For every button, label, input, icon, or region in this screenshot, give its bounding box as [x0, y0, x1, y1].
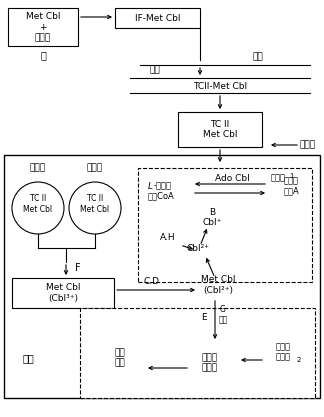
FancyBboxPatch shape [8, 8, 78, 46]
Text: 1: 1 [289, 173, 294, 179]
Text: 胃: 胃 [40, 50, 46, 60]
Text: 二酸CoA: 二酸CoA [148, 191, 175, 201]
Text: 甲硫氨
酸合酶: 甲硫氨 酸合酶 [202, 353, 218, 373]
Text: E: E [201, 314, 207, 322]
Text: 琥珀酰
辅酶A: 琥珀酰 辅酶A [283, 176, 299, 196]
Text: (Cbl²⁺): (Cbl²⁺) [203, 286, 233, 294]
Text: TCII-Met Cbl: TCII-Met Cbl [193, 81, 247, 90]
FancyBboxPatch shape [80, 308, 315, 398]
Text: TC II
Met Cbl: TC II Met Cbl [80, 194, 110, 214]
Text: 血管: 血管 [253, 53, 263, 61]
FancyBboxPatch shape [4, 155, 320, 398]
Text: G
甲基: G 甲基 [218, 305, 228, 325]
Text: Met Cbl
(Cbl³⁺): Met Cbl (Cbl³⁺) [46, 283, 80, 303]
Circle shape [12, 182, 64, 234]
Text: 2: 2 [297, 357, 301, 363]
Text: TC II
Met Cbl: TC II Met Cbl [203, 120, 237, 139]
Text: L: L [148, 181, 153, 191]
Text: 核内体: 核内体 [30, 163, 46, 173]
Text: 溶酶体: 溶酶体 [87, 163, 103, 173]
Text: IF-Met Cbl: IF-Met Cbl [135, 13, 180, 23]
Text: 甲硫
氨酸: 甲硫 氨酸 [115, 348, 125, 368]
Text: F: F [75, 263, 81, 273]
Text: A.H: A.H [160, 233, 176, 241]
Text: Met Cbl: Met Cbl [201, 276, 235, 284]
Text: -甲基丙: -甲基丙 [154, 181, 172, 191]
Text: 回肠: 回肠 [150, 65, 160, 75]
Text: 同型半
胱氨酸: 同型半 胱氨酸 [275, 342, 291, 362]
Text: 细胞膜: 细胞膜 [300, 141, 316, 150]
Circle shape [69, 182, 121, 234]
FancyBboxPatch shape [178, 112, 262, 147]
Text: Met Cbl
+
内因子: Met Cbl + 内因子 [26, 12, 60, 42]
Text: C.D: C.D [144, 277, 160, 286]
Text: TC II
Met Cbl: TC II Met Cbl [23, 194, 52, 214]
FancyBboxPatch shape [115, 8, 200, 28]
FancyBboxPatch shape [12, 278, 114, 308]
FancyBboxPatch shape [138, 168, 312, 282]
Text: Cbl²⁺: Cbl²⁺ [187, 244, 210, 253]
Text: 线粒体: 线粒体 [271, 173, 286, 183]
Text: 胞质: 胞质 [22, 353, 34, 363]
Text: Ado Cbl: Ado Cbl [214, 173, 249, 183]
Text: B: B [209, 208, 215, 216]
Text: Cbl⁺: Cbl⁺ [202, 218, 222, 226]
